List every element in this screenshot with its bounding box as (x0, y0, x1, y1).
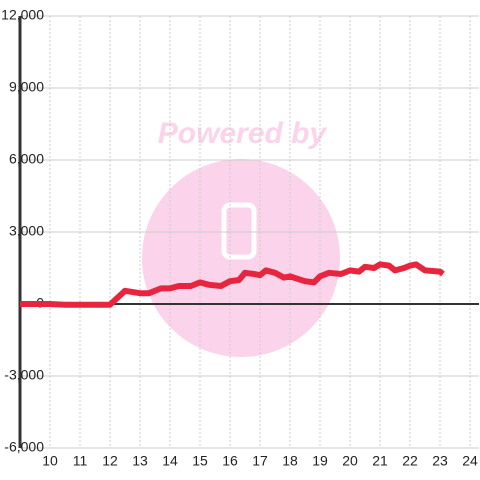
x-tick-label: 15 (192, 453, 208, 469)
y-tick-label: -3,000 (4, 367, 44, 383)
y-tick-label: -6,000 (4, 439, 44, 455)
x-tick-label: 21 (372, 453, 388, 469)
y-tick-label: 6,000 (9, 151, 44, 167)
x-tick-label: 14 (162, 453, 178, 469)
x-tick-label: 24 (462, 453, 478, 469)
x-tick-label: 17 (252, 453, 268, 469)
x-tick-label: 23 (432, 453, 448, 469)
x-tick-label: 18 (282, 453, 298, 469)
watermark-text: Powered by (158, 117, 328, 150)
x-tick-label: 13 (132, 453, 148, 469)
x-tick-label: 12 (102, 453, 118, 469)
y-tick-label: 12,000 (1, 7, 44, 23)
y-tick-label: 3,000 (9, 223, 44, 239)
x-tick-label: 11 (73, 453, 88, 469)
x-tick-label: 10 (42, 453, 58, 469)
watermark-icon (221, 202, 257, 260)
x-tick-label: 20 (342, 453, 358, 469)
x-tick-label: 19 (312, 453, 328, 469)
x-tick-label: 16 (222, 453, 238, 469)
x-tick-label: 22 (402, 453, 418, 469)
y-tick-label: 9,000 (9, 79, 44, 95)
data-line (20, 261, 445, 308)
